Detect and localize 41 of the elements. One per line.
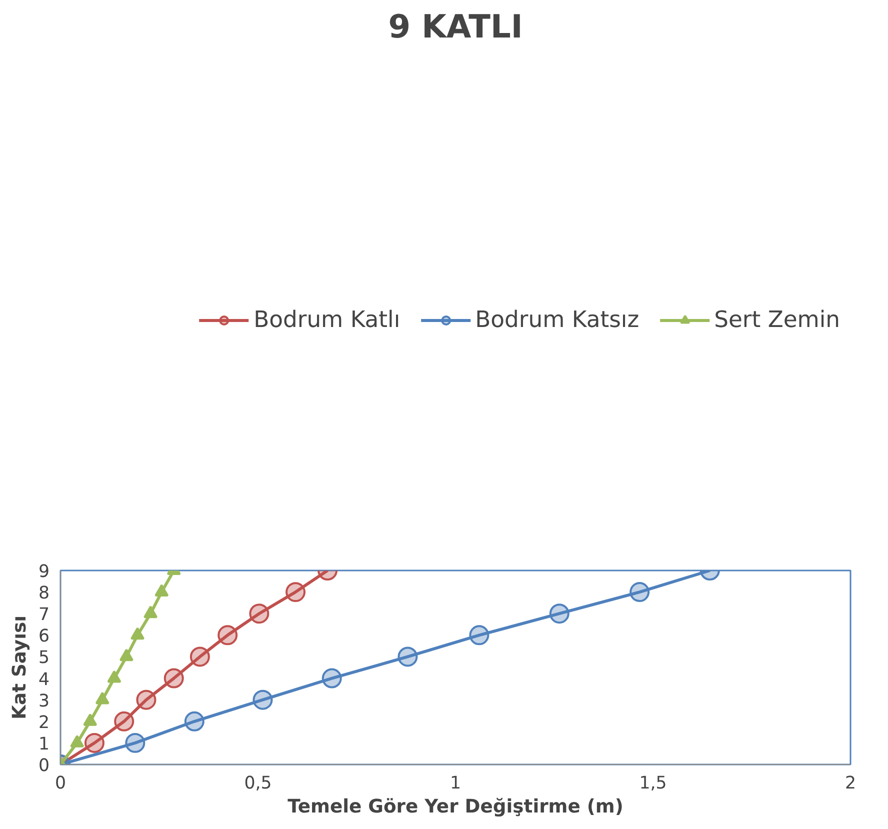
point: [322, 668, 342, 688]
x-axis-title: Temele Göre Yer Değiştirme (m): [288, 796, 624, 818]
point: [218, 625, 238, 646]
y-tick-label: 3: [38, 691, 50, 712]
x-tick-label: 0,5: [244, 774, 272, 794]
point: [114, 711, 134, 732]
point: [630, 582, 650, 602]
x-tick-label: 1: [450, 774, 462, 794]
point: [184, 711, 204, 732]
point: [398, 646, 418, 667]
point: [95, 692, 110, 704]
y-tick-label: 0: [38, 756, 50, 776]
legend-label: Sert Zemin: [714, 307, 840, 333]
x-tick-label: 0: [54, 774, 66, 794]
y-tick-label: 7: [38, 605, 50, 626]
point: [252, 690, 273, 710]
point: [249, 604, 270, 624]
y-tick-label: 6: [38, 626, 50, 647]
point: [190, 646, 210, 667]
y-tick-label: 2: [38, 712, 50, 733]
y-tick-label: 5: [38, 648, 50, 668]
x-tick-label: 1,5: [639, 774, 667, 794]
point: [164, 668, 184, 688]
y-tick-label: 8: [38, 584, 50, 604]
y-tick-label: 1: [38, 734, 50, 754]
legend-label: Bodrum Katlı: [254, 307, 400, 333]
point: [286, 582, 306, 602]
x-tick-label: 2: [844, 774, 856, 794]
point: [84, 732, 104, 753]
legend-label: Bodrum Katsız: [475, 307, 640, 333]
point: [125, 732, 146, 753]
y-axis-title: Kat Sayısı: [9, 616, 30, 720]
y-tick-label: 9: [38, 562, 50, 582]
chart-title: 9 KATLI: [388, 8, 523, 46]
point: [70, 735, 84, 748]
point: [107, 670, 122, 683]
point: [469, 625, 490, 646]
point: [136, 690, 156, 710]
point: [83, 713, 98, 726]
y-tick-label: 4: [38, 670, 50, 690]
point: [549, 604, 570, 624]
